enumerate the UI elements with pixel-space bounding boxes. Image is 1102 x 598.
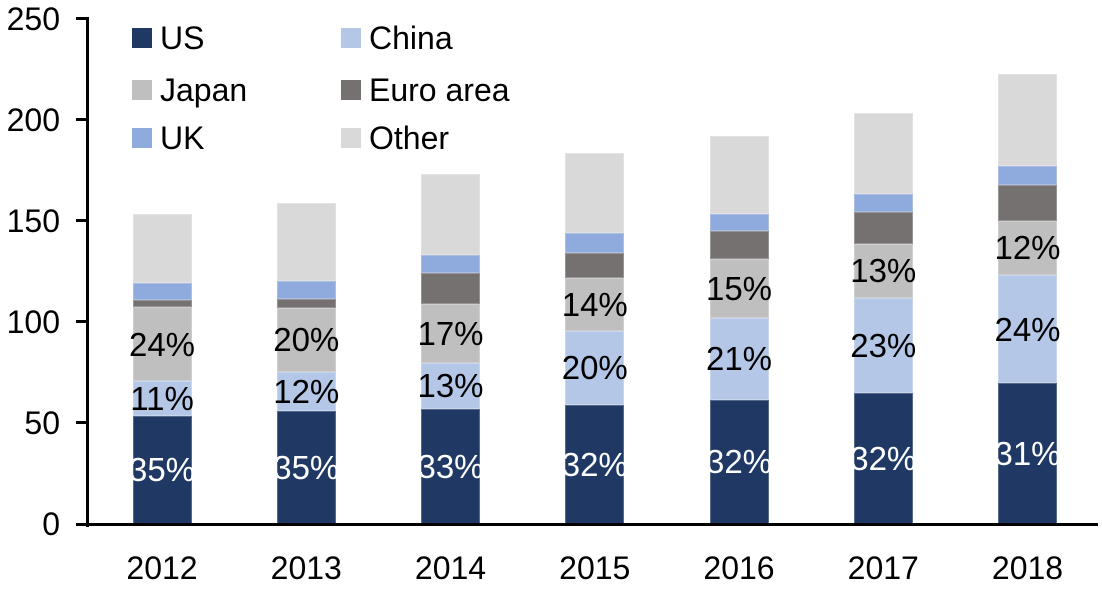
bar-segment-uk-2016	[709, 213, 769, 231]
x-category-label-2015: 2015	[559, 550, 631, 586]
bar-segment-other-2012	[132, 213, 192, 284]
bar-segment-us-2015	[565, 404, 625, 524]
x-category-label-2012: 2012	[126, 550, 198, 586]
y-axis-tick-150	[75, 219, 86, 223]
legend-swatch-japan	[132, 80, 152, 100]
y-axis-tick-label-150: 150	[6, 202, 60, 239]
bar-segment-us-2013	[276, 410, 336, 524]
bar-segment-other-2014	[421, 174, 480, 256]
bar-value-label-us-2012: 35%	[128, 451, 196, 489]
x-axis-line	[78, 522, 1098, 526]
bar-segment-euro-area-2015	[565, 253, 625, 279]
bar-segment-other-2016	[709, 135, 769, 214]
bar-segment-japan-2017	[853, 243, 913, 298]
bar-value-label-china-2015: 20%	[561, 349, 628, 387]
x-category-label-2017: 2017	[847, 550, 919, 586]
legend-label-other: Other	[369, 120, 450, 156]
bar-value-label-us-2013: 35%	[273, 448, 340, 486]
y-axis-tick-label-200: 200	[6, 101, 60, 138]
bar-segment-china-2018	[998, 275, 1057, 384]
bar-value-label-japan-2012: 24%	[128, 325, 196, 363]
bar-segment-euro-area-2017	[853, 211, 913, 244]
y-axis-tick-100	[75, 320, 86, 324]
bar-segment-japan-2013	[276, 307, 336, 373]
legend-label-japan: Japan	[160, 72, 248, 108]
legend-swatch-us	[132, 28, 152, 48]
legend-swatch-euro-area	[341, 80, 361, 100]
bar-segment-us-2017	[853, 392, 913, 524]
y-axis-line	[85, 17, 89, 527]
legend-label-us: US	[160, 20, 205, 56]
bar-segment-euro-area-2014	[421, 273, 480, 304]
bar-segment-euro-area-2012	[132, 299, 192, 307]
bar-value-label-china-2018: 24%	[994, 310, 1061, 348]
legend-swatch-other	[341, 128, 361, 148]
bar-segment-uk-2013	[276, 281, 336, 299]
y-axis-tick-250	[75, 17, 86, 20]
bar-segment-other-2017	[853, 112, 913, 195]
bar-segment-uk-2015	[565, 232, 625, 254]
bar-value-label-us-2018: 31%	[994, 435, 1061, 473]
bar-segment-us-2016	[709, 399, 769, 524]
x-category-label-2016: 2016	[703, 550, 775, 586]
x-category-label-2013: 2013	[270, 550, 342, 586]
bar-segment-other-2018	[998, 74, 1057, 167]
bar-value-label-china-2016: 21%	[705, 340, 773, 378]
bar-segment-china-2014	[421, 363, 480, 409]
bar-value-label-us-2016: 32%	[705, 443, 773, 481]
bar-segment-china-2015	[565, 330, 625, 405]
bar-segment-other-2015	[565, 152, 625, 233]
bar-segment-euro-area-2018	[998, 185, 1057, 221]
bar-value-label-japan-2014: 17%	[417, 314, 484, 352]
legend: US China Japan Euro area UK Other	[0, 0, 1102, 160]
bar-value-label-china-2017: 23%	[850, 326, 917, 364]
bar-segment-other-2013	[276, 202, 336, 282]
bar-segment-china-2017	[853, 297, 913, 393]
y-axis-tick-0	[75, 522, 86, 526]
bar-segment-japan-2014	[421, 303, 480, 364]
bar-value-label-china-2013: 12%	[273, 373, 340, 411]
bar-segment-japan-2018	[998, 220, 1057, 276]
bar-segment-japan-2016	[709, 259, 769, 318]
bar-segment-uk-2012	[132, 283, 192, 300]
legend-label-euro-area: Euro area	[369, 72, 510, 108]
bar-segment-china-2012	[132, 381, 192, 416]
bar-segment-us-2012	[132, 415, 192, 524]
y-axis-tick-label-0: 0	[42, 506, 60, 542]
legend-swatch-uk	[132, 128, 152, 148]
bar-value-label-japan-2016: 15%	[705, 269, 773, 307]
bar-segment-uk-2014	[421, 255, 480, 274]
bar-segment-china-2016	[709, 317, 769, 400]
bar-segment-us-2018	[998, 383, 1057, 524]
bar-value-label-japan-2015: 14%	[561, 286, 628, 324]
y-axis-tick-label-50: 50	[24, 404, 60, 441]
y-axis-tick-200	[75, 118, 86, 122]
bar-value-label-china-2014: 13%	[417, 367, 484, 405]
legend-swatch-china	[341, 28, 361, 48]
bar-segment-euro-area-2016	[709, 230, 769, 260]
y-axis-tick-label-250: 250	[6, 0, 60, 37]
legend-label-uk: UK	[160, 120, 205, 156]
legend-label-china: China	[369, 20, 453, 56]
bar-segment-uk-2018	[998, 166, 1057, 186]
bar-value-label-japan-2017: 13%	[850, 252, 917, 290]
bar-value-label-japan-2013: 20%	[273, 321, 340, 359]
bar-segment-china-2013	[276, 372, 336, 411]
y-axis-tick-50	[75, 421, 86, 425]
bar-value-label-us-2014: 33%	[417, 447, 484, 485]
bar-value-label-us-2015: 32%	[561, 445, 628, 483]
bar-segment-uk-2017	[853, 194, 913, 212]
x-category-label-2014: 2014	[414, 550, 487, 586]
x-category-label-2018: 2018	[991, 550, 1064, 586]
bar-segment-japan-2012	[132, 306, 192, 382]
bar-value-label-us-2017: 32%	[850, 439, 917, 477]
bar-value-label-japan-2018: 12%	[994, 229, 1061, 267]
bar-value-label-china-2012: 11%	[130, 380, 194, 418]
bar-segment-euro-area-2013	[276, 298, 336, 308]
bar-segment-us-2014	[421, 408, 480, 524]
y-axis-tick-label-100: 100	[6, 303, 60, 340]
bar-segment-japan-2015	[565, 278, 625, 331]
